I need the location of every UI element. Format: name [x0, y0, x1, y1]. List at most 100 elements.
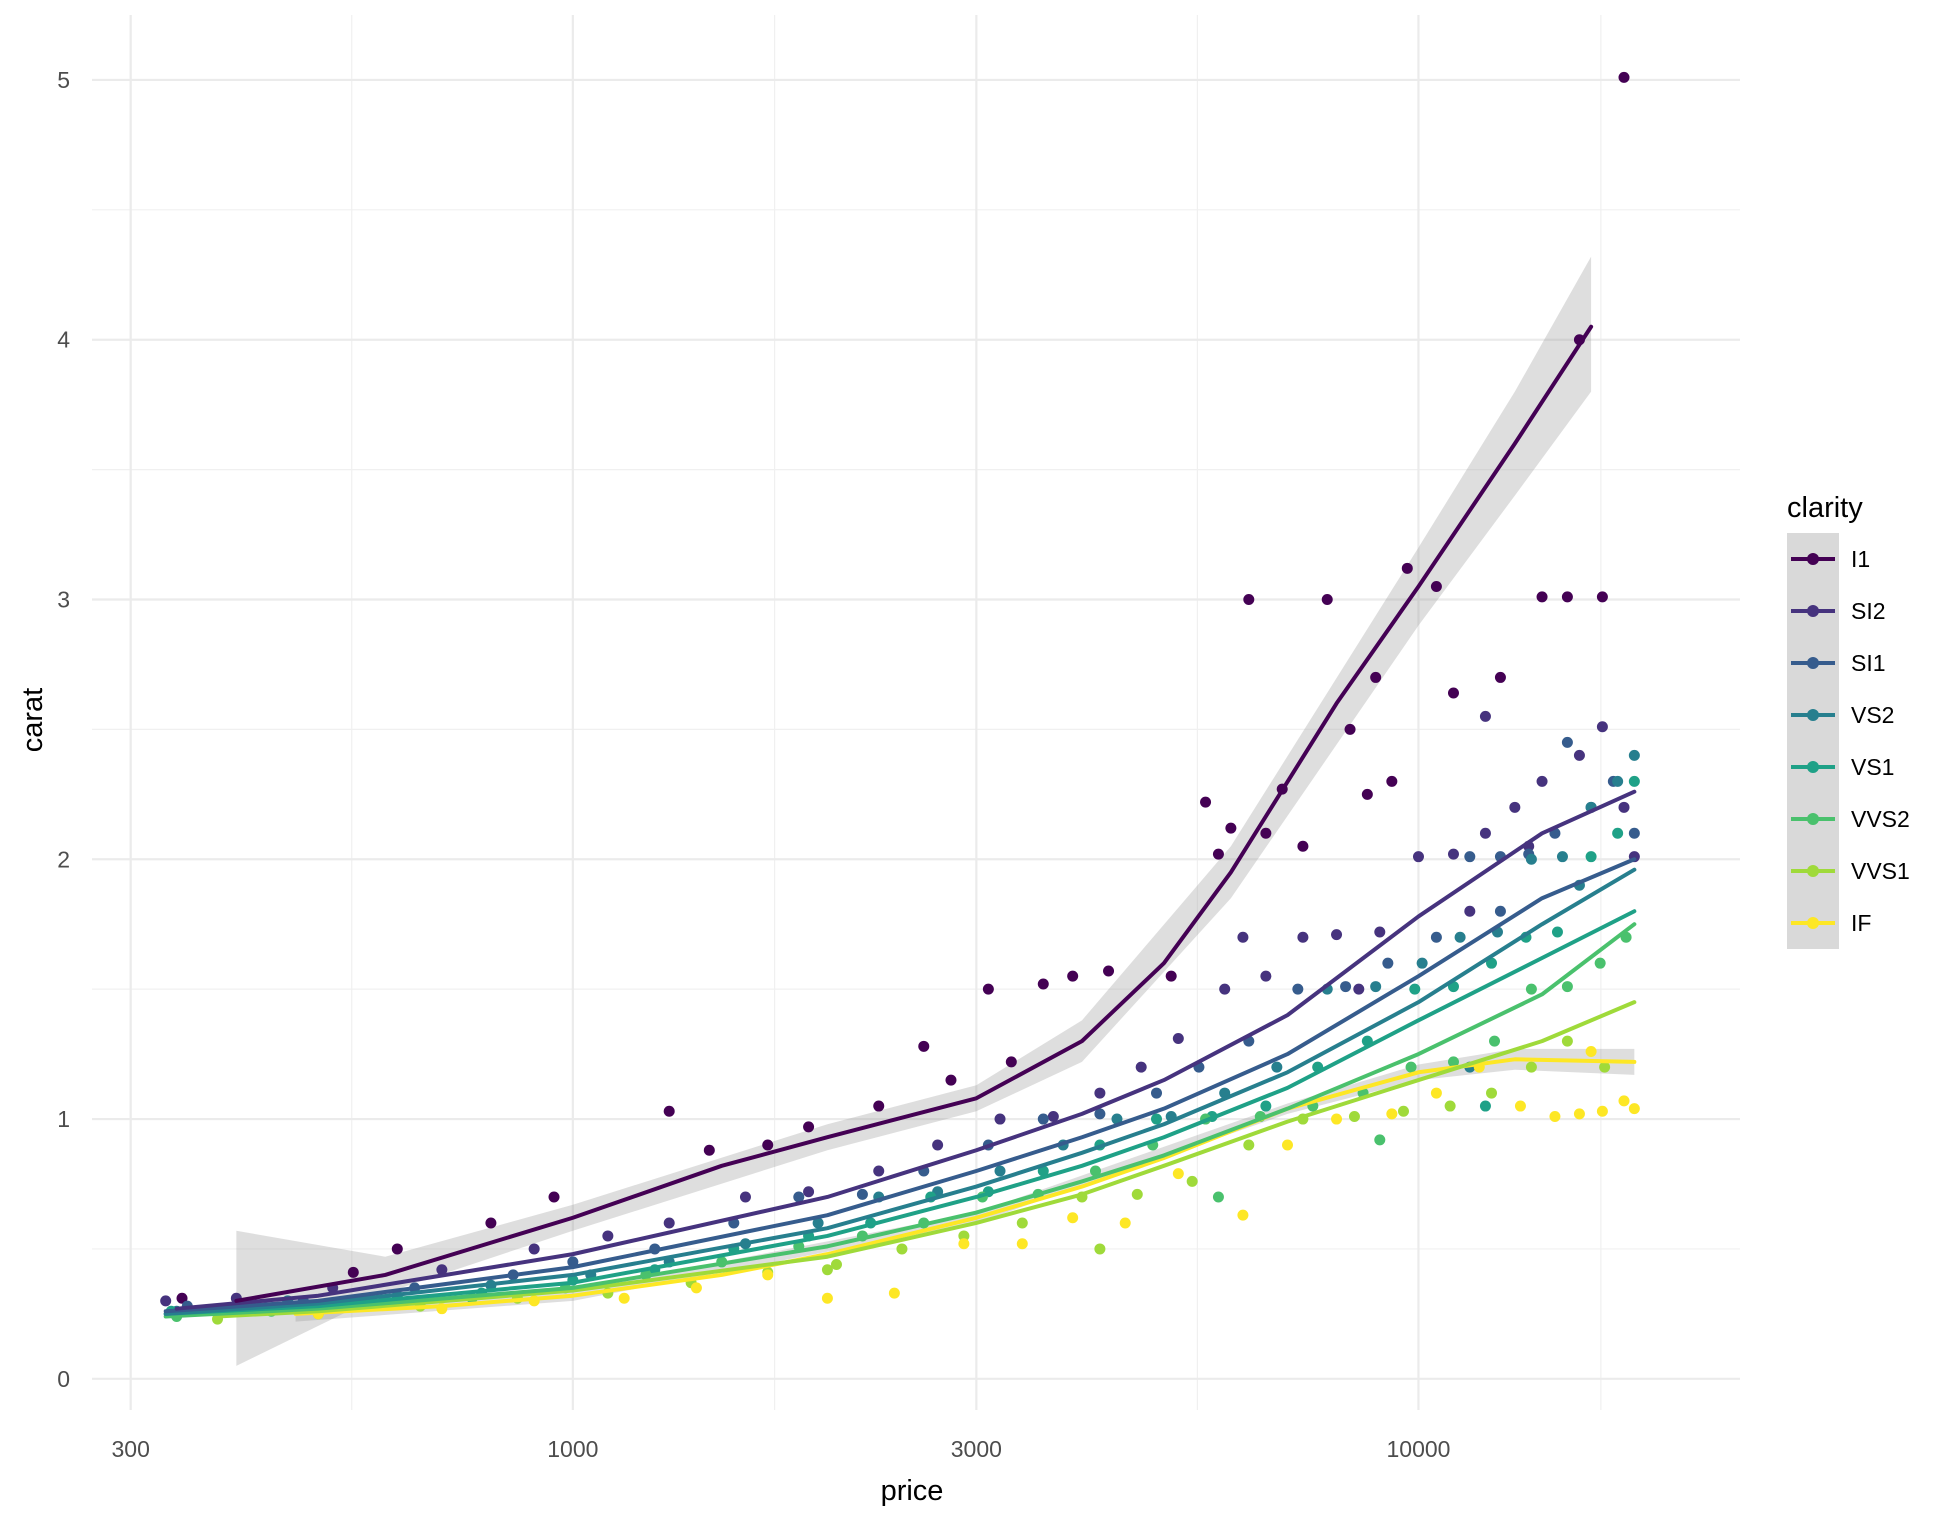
- point-si2: [1447, 848, 1459, 860]
- point-vvs1: [896, 1243, 908, 1255]
- legend-key-point: [1807, 553, 1819, 565]
- point-si2: [873, 1165, 885, 1177]
- point-if: [762, 1269, 774, 1281]
- point-si1: [1037, 1113, 1049, 1125]
- point-si1: [1094, 1108, 1106, 1120]
- point-i1: [1618, 71, 1630, 83]
- legend-label: VS1: [1851, 754, 1894, 780]
- point-i1: [1243, 593, 1255, 605]
- x-tick-label: 300: [112, 1436, 150, 1462]
- legend-key-point: [1807, 605, 1819, 617]
- point-if: [1172, 1168, 1184, 1180]
- point-vvs1: [821, 1264, 833, 1276]
- trend-line-vs2: [163, 867, 1637, 1316]
- point-i1: [391, 1243, 403, 1255]
- point-if: [888, 1287, 900, 1299]
- point-if: [1585, 1046, 1597, 1058]
- point-vvs1: [1561, 1035, 1573, 1047]
- point-vs2: [1454, 931, 1466, 943]
- point-vvs1: [1444, 1100, 1456, 1112]
- legend-keys: I1 SI2 SI1 VS2 VS1 VVS2 VVS1 IF: [1787, 533, 1910, 949]
- trend-line-if: [293, 1057, 1637, 1316]
- data-points: [160, 71, 1640, 1325]
- point-i1: [1401, 562, 1413, 574]
- point-if: [1386, 1108, 1398, 1120]
- major-gridlines: [92, 15, 1740, 1410]
- point-vs1: [1037, 1165, 1049, 1177]
- confidence-ribbons: [236, 256, 1635, 1366]
- point-si1: [1382, 957, 1394, 969]
- point-si2: [1536, 775, 1548, 787]
- point-i1: [1321, 593, 1333, 605]
- point-i1: [803, 1121, 815, 1133]
- x-tick-label: 3000: [951, 1436, 1002, 1462]
- point-vs2: [1111, 1113, 1123, 1125]
- point-si2: [160, 1295, 172, 1307]
- point-i1: [1297, 840, 1309, 852]
- point-vvs1: [1397, 1105, 1409, 1117]
- point-i1: [1103, 965, 1115, 977]
- point-vvs1: [1486, 1087, 1498, 1099]
- point-vvs1: [1243, 1139, 1255, 1151]
- point-i1: [1361, 788, 1373, 800]
- point-if: [821, 1292, 833, 1304]
- point-i1: [548, 1191, 560, 1203]
- legend-key-point: [1807, 865, 1819, 877]
- point-vvs2: [1405, 1061, 1417, 1073]
- legend-key-background: [1787, 533, 1839, 949]
- point-si2: [1260, 970, 1272, 982]
- legend-label: SI1: [1851, 650, 1886, 676]
- point-vvs2: [1489, 1035, 1501, 1047]
- point-si2: [1374, 926, 1386, 938]
- legend-key-point: [1807, 657, 1819, 669]
- point-i1: [918, 1040, 930, 1052]
- point-if: [1067, 1212, 1079, 1224]
- legend-label: I1: [1851, 546, 1870, 572]
- point-vs2: [1370, 981, 1382, 993]
- point-vvs1: [1599, 1061, 1611, 1073]
- point-i1: [1386, 775, 1398, 787]
- point-si2: [1596, 721, 1608, 733]
- point-si2: [1479, 710, 1491, 722]
- point-i1: [1596, 591, 1608, 603]
- point-si1: [793, 1191, 805, 1203]
- y-tick-label: 0: [57, 1366, 70, 1392]
- point-vvs1: [1131, 1188, 1143, 1200]
- point-i1: [1037, 978, 1049, 990]
- point-vs2: [1612, 775, 1624, 787]
- point-if: [1549, 1110, 1561, 1122]
- point-if: [1628, 1103, 1640, 1115]
- point-i1: [1370, 671, 1382, 683]
- ribbon-i1: [236, 256, 1592, 1366]
- point-si2: [1479, 827, 1491, 839]
- point-si2: [436, 1264, 448, 1276]
- y-tick-label: 1: [57, 1106, 70, 1132]
- point-vs1: [1612, 827, 1624, 839]
- point-i1: [982, 983, 994, 995]
- point-vvs2: [1594, 957, 1606, 969]
- x-tick-label: 1000: [547, 1436, 598, 1462]
- point-si1: [1464, 851, 1476, 863]
- point-vs1: [1486, 957, 1498, 969]
- point-vs2: [1271, 1061, 1283, 1073]
- point-i1: [1225, 822, 1237, 834]
- point-si2: [1412, 851, 1424, 863]
- point-vvs1: [1348, 1110, 1360, 1122]
- y-tick-label: 3: [57, 586, 70, 612]
- trend-line-si1: [163, 857, 1637, 1314]
- point-vvs2: [1374, 1134, 1386, 1146]
- point-if: [1281, 1139, 1293, 1151]
- legend-label: VVS2: [1851, 806, 1910, 832]
- trend-line-vs1: [163, 909, 1637, 1316]
- legend-key-point: [1807, 761, 1819, 773]
- point-si2: [1047, 1110, 1059, 1122]
- y-tick-label: 5: [57, 67, 70, 93]
- point-i1: [347, 1266, 359, 1278]
- point-si1: [1340, 981, 1352, 993]
- point-vvs2: [1561, 981, 1573, 993]
- point-si2: [1172, 1033, 1184, 1045]
- point-si2: [1509, 801, 1521, 813]
- point-vs2: [1628, 749, 1640, 761]
